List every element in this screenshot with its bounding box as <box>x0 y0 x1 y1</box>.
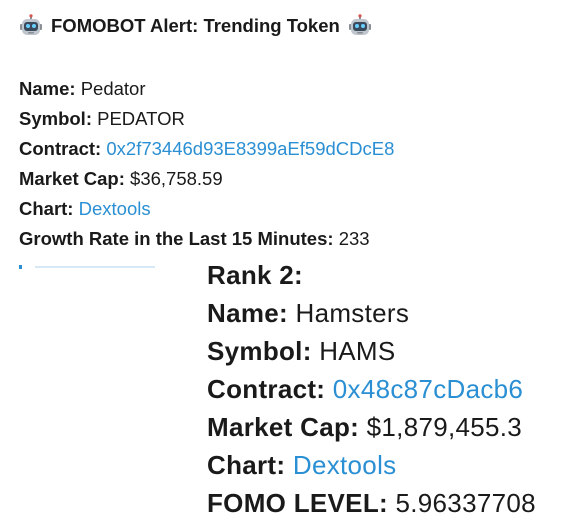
fomo-level-label: FOMO LEVEL: <box>207 488 388 518</box>
contract-label: Contract: <box>207 374 326 404</box>
dextools-link[interactable]: Dextools <box>292 450 397 480</box>
symbol-label: Symbol: <box>19 108 92 129</box>
token-chart-row: Chart: Dextools <box>19 194 459 224</box>
chart-label: Chart: <box>19 198 74 219</box>
growth-value: 233 <box>338 228 370 249</box>
contract-label: Contract: <box>19 138 102 159</box>
rank-chart-row: Chart: Dextools <box>207 446 539 484</box>
rank-name-row: Name: Hamsters <box>207 294 539 332</box>
growth-label: Growth Rate in the Last 15 Minutes: <box>19 228 334 249</box>
name-label: Name: <box>19 78 76 99</box>
token-market-cap-row: Market Cap: $36,758.59 <box>19 164 459 194</box>
rank-heading: Rank 2: <box>207 260 304 290</box>
token-contract-row: Contract: 0x2f73446d93E8399aEf59dCDcE8 <box>19 134 459 164</box>
rank-fomo-row: FOMO LEVEL: 5.96337708 <box>207 484 539 522</box>
cropped-fragment <box>19 265 159 269</box>
market-cap-label: Market Cap: <box>19 168 125 189</box>
alert-header: FOMOBOT Alert: Trending Token <box>19 8 459 44</box>
fragment-line <box>35 266 155 268</box>
token-details: Name: Pedator Symbol: PEDATOR Contract: … <box>19 74 459 254</box>
alert-title: FOMOBOT Alert: Trending Token <box>51 15 340 36</box>
token-symbol-row: Symbol: PEDATOR <box>19 104 459 134</box>
rank-entry: Rank 2: Name: Hamsters Symbol: HAMS Cont… <box>207 256 539 522</box>
fragment-mark <box>19 265 22 269</box>
fomo-level-value: 5.96337708 <box>395 488 536 518</box>
symbol-label: Symbol: <box>207 336 312 366</box>
rank-market-cap-row: Market Cap: $1,879,455.3 <box>207 408 539 446</box>
robot-icon <box>348 14 372 38</box>
symbol-value: PEDATOR <box>97 108 185 129</box>
contract-link[interactable]: 0x48c87cDacb6 <box>332 374 524 404</box>
token-name-row: Name: Pedator <box>19 74 459 104</box>
robot-icon <box>19 14 43 38</box>
chart-label: Chart: <box>207 450 286 480</box>
market-cap-value: $36,758.59 <box>130 168 223 189</box>
token-growth-row: Growth Rate in the Last 15 Minutes: 233 <box>19 224 459 254</box>
rank-contract-row: Contract: 0x48c87cDacb6 <box>207 370 539 408</box>
dextools-link[interactable]: Dextools <box>78 198 151 219</box>
contract-link[interactable]: 0x2f73446d93E8399aEf59dCDcE8 <box>106 138 395 159</box>
name-value: Hamsters <box>295 298 410 328</box>
market-cap-value: $1,879,455.3 <box>366 412 523 442</box>
name-value: Pedator <box>80 78 146 99</box>
symbol-value: HAMS <box>319 336 396 366</box>
alert-message: FOMOBOT Alert: Trending Token Name: Peda… <box>19 8 459 254</box>
market-cap-label: Market Cap: <box>207 412 360 442</box>
name-label: Name: <box>207 298 288 328</box>
rank-symbol-row: Symbol: HAMS <box>207 332 539 370</box>
